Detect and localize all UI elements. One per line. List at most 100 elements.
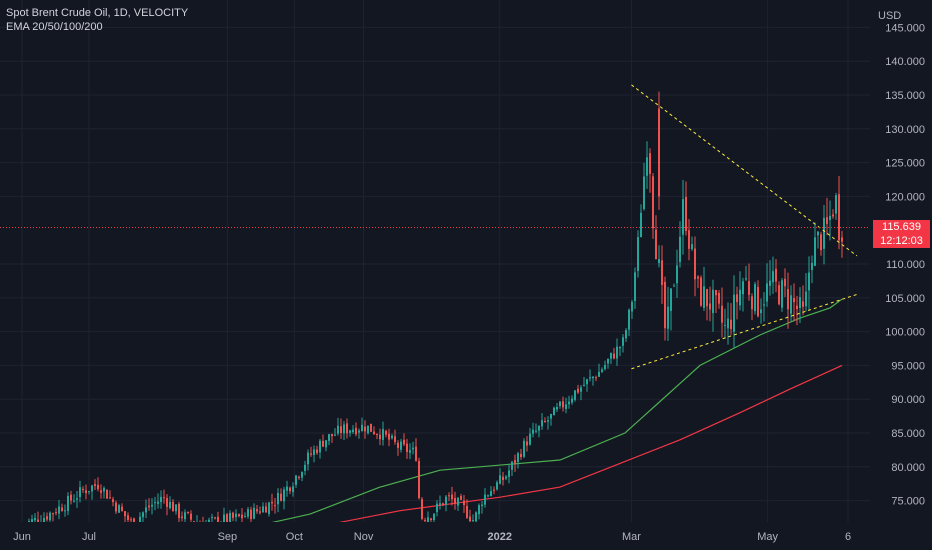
candle-body (790, 295, 792, 314)
candle-body (496, 482, 498, 490)
candle-body (94, 484, 96, 486)
price-tick-label: 120.000 (885, 191, 925, 203)
candle-body (493, 489, 495, 491)
candle-body (37, 519, 39, 522)
candle-body (637, 237, 639, 271)
ema-indicator-label[interactable]: EMA 20/50/100/200 (6, 21, 103, 33)
candle-body (301, 472, 303, 478)
candle-body (583, 384, 585, 386)
candle-body (34, 517, 36, 521)
candle-body (334, 434, 336, 436)
candle-body (658, 259, 660, 264)
candle-body (133, 518, 135, 522)
candle-body (319, 440, 321, 453)
candle-body (61, 507, 63, 511)
candle-body (328, 434, 330, 441)
last-price-value: 115.639 (882, 221, 921, 233)
candle-body (283, 489, 285, 502)
candle-body (754, 284, 756, 312)
candle-body (58, 506, 60, 514)
candle-body (367, 425, 369, 434)
candle-body (841, 237, 843, 242)
candle-body (607, 359, 609, 364)
ema-line-red (329, 364, 843, 525)
candle-body (340, 426, 342, 433)
time-tick-label: Mar (622, 531, 641, 543)
candle-body (277, 492, 279, 505)
candle-body (763, 304, 765, 306)
candle-body (427, 517, 429, 522)
candle-body (451, 494, 453, 500)
candle-body (235, 513, 237, 517)
time-axis-panel[interactable] (0, 522, 870, 550)
price-axis-ticks: 145.000 140.000 135.000 130.000 125.000 120.0… (885, 22, 925, 507)
candle-body (160, 496, 162, 503)
candle-body (166, 498, 168, 507)
price-tick-label: 85.000 (891, 428, 925, 440)
candle-body (310, 453, 312, 455)
candle-body (322, 440, 324, 447)
candle-body (592, 376, 594, 379)
candle-body (517, 453, 519, 463)
candle-body (352, 429, 354, 433)
candle-body (742, 281, 744, 295)
candle-body (292, 486, 294, 493)
candle-body (475, 512, 477, 522)
candle-body (280, 493, 282, 501)
candle-body (715, 290, 717, 296)
candle-body (574, 390, 576, 400)
candle-body (49, 512, 51, 521)
candle-body (154, 502, 156, 504)
candle-body (184, 512, 186, 520)
candle-body (631, 302, 633, 312)
price-tick-label: 130.000 (885, 124, 925, 136)
candle-body (139, 516, 141, 522)
candle-body (571, 398, 573, 403)
candle-body (454, 497, 456, 504)
currency-label: USD (878, 10, 902, 22)
candle-body (736, 294, 738, 303)
candle-body (817, 231, 819, 236)
candle-body (424, 520, 426, 522)
candle-body (541, 420, 543, 427)
symbol-title[interactable]: Spot Brent Crude Oil, 1D, VELOCITY (6, 7, 189, 19)
candle-body (463, 500, 465, 506)
time-tick-label: 6 (845, 531, 851, 543)
candle-body (337, 425, 339, 434)
candle-body (256, 509, 258, 512)
candle-body (238, 514, 240, 517)
candle-body (400, 441, 402, 450)
price-axis-panel[interactable] (870, 0, 932, 550)
candle-body (727, 318, 729, 329)
candle-body (265, 506, 267, 513)
candle-body (802, 301, 804, 307)
candle-body (796, 305, 798, 310)
candle-body (421, 499, 423, 519)
candle-body (460, 496, 462, 500)
candle-body (109, 497, 111, 499)
candle-body (271, 501, 273, 504)
candle-body (670, 288, 672, 311)
candle-body (43, 518, 45, 522)
candle-body (127, 515, 129, 520)
candle-body (253, 507, 255, 519)
candle-body (784, 278, 786, 287)
candle-body (547, 420, 549, 422)
candle-body (355, 427, 357, 435)
candle-body (151, 504, 153, 507)
candle-body (673, 285, 675, 287)
price-tick-label: 80.000 (891, 462, 925, 474)
candle-body (616, 346, 618, 359)
candle-body (115, 502, 117, 512)
candle-body (718, 292, 720, 304)
candle-body (577, 388, 579, 393)
candle-body (70, 494, 72, 501)
candle-body (76, 498, 78, 500)
candle-body (700, 277, 702, 306)
candle-body (748, 281, 750, 295)
candle-body (769, 280, 771, 286)
candle-body (838, 194, 840, 241)
time-tick-label: 2022 (487, 531, 511, 543)
candle-body (214, 517, 216, 519)
